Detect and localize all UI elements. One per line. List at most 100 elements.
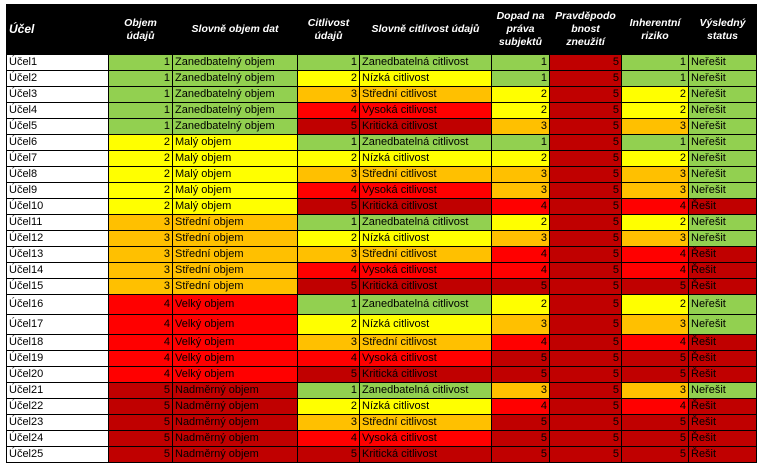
cell-ucel[interactable]: Účel5: [6, 118, 109, 135]
cell-objem[interactable]: 3: [108, 278, 173, 295]
cell-citlivost[interactable]: 3: [297, 334, 360, 351]
cell-objem[interactable]: 3: [108, 262, 173, 279]
cell-pravdepodobnost[interactable]: 5: [549, 294, 622, 315]
cell-slovne-citlivost[interactable]: Zanedbatelná citlivost: [359, 382, 492, 399]
cell-slovne-objem[interactable]: Malý objem: [172, 198, 298, 215]
cell-ucel[interactable]: Účel1: [6, 54, 109, 71]
cell-objem[interactable]: 3: [108, 214, 173, 231]
cell-riziko[interactable]: 3: [621, 166, 689, 183]
cell-status[interactable]: Řešit: [688, 430, 757, 447]
cell-riziko[interactable]: 3: [621, 382, 689, 399]
cell-citlivost[interactable]: 3: [297, 414, 360, 431]
cell-status[interactable]: Řešit: [688, 198, 757, 215]
cell-objem[interactable]: 4: [108, 314, 173, 335]
cell-objem[interactable]: 1: [108, 86, 173, 103]
cell-ucel[interactable]: Účel15: [6, 278, 109, 295]
cell-slovne-objem[interactable]: Střední objem: [172, 262, 298, 279]
cell-status[interactable]: Řešit: [688, 334, 757, 351]
cell-objem[interactable]: 4: [108, 294, 173, 315]
cell-citlivost[interactable]: 4: [297, 262, 360, 279]
col-header-ucel[interactable]: Účel: [6, 4, 109, 55]
cell-dopad[interactable]: 3: [491, 382, 550, 399]
cell-riziko[interactable]: 5: [621, 350, 689, 367]
cell-dopad[interactable]: 1: [491, 54, 550, 71]
cell-ucel[interactable]: Účel11: [6, 214, 109, 231]
cell-riziko[interactable]: 5: [621, 278, 689, 295]
cell-citlivost[interactable]: 2: [297, 70, 360, 87]
cell-riziko[interactable]: 5: [621, 414, 689, 431]
cell-objem[interactable]: 1: [108, 102, 173, 119]
cell-pravdepodobnost[interactable]: 5: [549, 70, 622, 87]
cell-riziko[interactable]: 2: [621, 214, 689, 231]
cell-citlivost[interactable]: 5: [297, 446, 360, 463]
cell-status[interactable]: Řešit: [688, 446, 757, 463]
cell-objem[interactable]: 1: [108, 118, 173, 135]
cell-citlivost[interactable]: 5: [297, 118, 360, 135]
cell-slovne-objem[interactable]: Malý objem: [172, 134, 298, 151]
cell-slovne-objem[interactable]: Nadměrný objem: [172, 430, 298, 447]
cell-ucel[interactable]: Účel3: [6, 86, 109, 103]
cell-dopad[interactable]: 2: [491, 102, 550, 119]
cell-slovne-citlivost[interactable]: Vysoká citlivost: [359, 102, 492, 119]
cell-pravdepodobnost[interactable]: 5: [549, 278, 622, 295]
cell-status[interactable]: Řešit: [688, 278, 757, 295]
cell-objem[interactable]: 5: [108, 398, 173, 415]
cell-pravdepodobnost[interactable]: 5: [549, 334, 622, 351]
cell-slovne-citlivost[interactable]: Kritická citlivost: [359, 198, 492, 215]
cell-dopad[interactable]: 3: [491, 314, 550, 335]
cell-slovne-citlivost[interactable]: Střední citlivost: [359, 166, 492, 183]
cell-pravdepodobnost[interactable]: 5: [549, 166, 622, 183]
cell-riziko[interactable]: 3: [621, 230, 689, 247]
cell-pravdepodobnost[interactable]: 5: [549, 398, 622, 415]
cell-dopad[interactable]: 5: [491, 350, 550, 367]
cell-ucel[interactable]: Účel2: [6, 70, 109, 87]
cell-ucel[interactable]: Účel4: [6, 102, 109, 119]
cell-ucel[interactable]: Účel12: [6, 230, 109, 247]
cell-status[interactable]: Řešit: [688, 262, 757, 279]
cell-pravdepodobnost[interactable]: 5: [549, 446, 622, 463]
cell-status[interactable]: Neřešit: [688, 166, 757, 183]
cell-pravdepodobnost[interactable]: 5: [549, 246, 622, 263]
cell-dopad[interactable]: 5: [491, 430, 550, 447]
cell-slovne-citlivost[interactable]: Vysoká citlivost: [359, 182, 492, 199]
cell-dopad[interactable]: 5: [491, 278, 550, 295]
col-header-dopad[interactable]: Dopad na práva subjektů: [491, 4, 550, 55]
cell-slovne-citlivost[interactable]: Kritická citlivost: [359, 366, 492, 383]
cell-citlivost[interactable]: 4: [297, 430, 360, 447]
cell-objem[interactable]: 4: [108, 366, 173, 383]
cell-slovne-objem[interactable]: Zanedbatelný objem: [172, 54, 298, 71]
cell-citlivost[interactable]: 2: [297, 230, 360, 247]
cell-citlivost[interactable]: 2: [297, 398, 360, 415]
cell-slovne-citlivost[interactable]: Vysoká citlivost: [359, 350, 492, 367]
cell-status[interactable]: Řešit: [688, 366, 757, 383]
cell-slovne-objem[interactable]: Malý objem: [172, 166, 298, 183]
col-header-riziko[interactable]: Inherentní riziko: [621, 4, 689, 55]
cell-citlivost[interactable]: 1: [297, 54, 360, 71]
cell-pravdepodobnost[interactable]: 5: [549, 182, 622, 199]
cell-citlivost[interactable]: 3: [297, 166, 360, 183]
cell-objem[interactable]: 5: [108, 446, 173, 463]
cell-status[interactable]: Neřešit: [688, 150, 757, 167]
cell-slovne-citlivost[interactable]: Střední citlivost: [359, 334, 492, 351]
cell-dopad[interactable]: 5: [491, 446, 550, 463]
cell-objem[interactable]: 2: [108, 166, 173, 183]
cell-pravdepodobnost[interactable]: 5: [549, 102, 622, 119]
cell-slovne-citlivost[interactable]: Zanedbatelná citlivost: [359, 134, 492, 151]
cell-objem[interactable]: 2: [108, 134, 173, 151]
cell-pravdepodobnost[interactable]: 5: [549, 150, 622, 167]
cell-citlivost[interactable]: 4: [297, 350, 360, 367]
cell-dopad[interactable]: 2: [491, 86, 550, 103]
cell-riziko[interactable]: 5: [621, 446, 689, 463]
cell-objem[interactable]: 2: [108, 150, 173, 167]
cell-status[interactable]: Neřešit: [688, 134, 757, 151]
cell-dopad[interactable]: 2: [491, 294, 550, 315]
cell-objem[interactable]: 3: [108, 246, 173, 263]
cell-citlivost[interactable]: 1: [297, 214, 360, 231]
cell-objem[interactable]: 4: [108, 350, 173, 367]
cell-citlivost[interactable]: 2: [297, 150, 360, 167]
cell-objem[interactable]: 1: [108, 70, 173, 87]
cell-pravdepodobnost[interactable]: 5: [549, 262, 622, 279]
cell-slovne-objem[interactable]: Střední objem: [172, 278, 298, 295]
cell-status[interactable]: Neřešit: [688, 118, 757, 135]
cell-pravdepodobnost[interactable]: 5: [549, 314, 622, 335]
